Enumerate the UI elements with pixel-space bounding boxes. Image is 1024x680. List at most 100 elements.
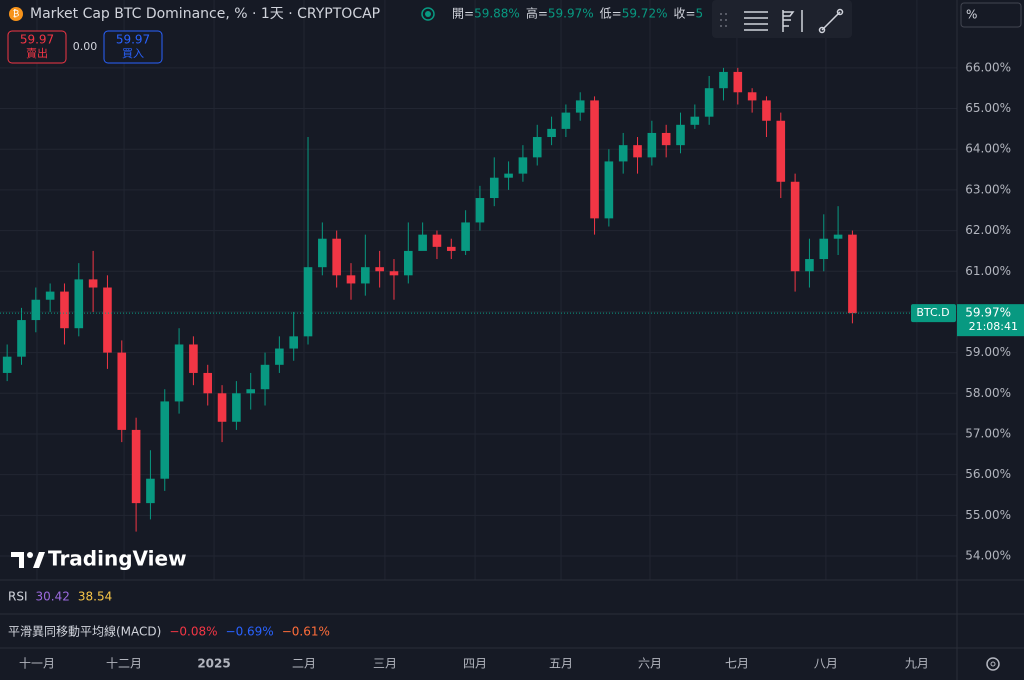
- grid: [0, 0, 957, 580]
- candle-body: [475, 198, 485, 223]
- sell-price: 59.97: [20, 33, 54, 47]
- indicators: RSI 30.42 38.54 平滑異同移動平均線(MACD) −0.08% −0.69%…: [8, 590, 330, 639]
- ohlc-label: 高=: [526, 6, 548, 21]
- unit-label: %: [966, 8, 977, 22]
- y-tick-label: 58.00%: [965, 386, 1011, 400]
- market-status-dot: [425, 11, 431, 17]
- candle-body: [60, 291, 69, 329]
- y-tick-label: 65.00%: [965, 101, 1011, 115]
- x-tick-label: 二月: [292, 657, 316, 671]
- price-tag: [957, 304, 1024, 337]
- candle-body: [489, 177, 499, 199]
- spread: 0.00: [73, 40, 98, 53]
- tool-fib[interactable]: [782, 10, 803, 32]
- watermark: TradingView: [48, 547, 187, 571]
- candle-body: [661, 132, 671, 146]
- candle-body: [446, 246, 456, 251]
- tool-lines[interactable]: [744, 11, 768, 31]
- drag-handle[interactable]: [720, 13, 727, 27]
- candle-body: [833, 234, 843, 239]
- x-tick-label: 2025: [197, 657, 230, 671]
- symbol-tag-text: BTC.D: [916, 306, 949, 319]
- unit-box[interactable]: [960, 2, 1022, 28]
- candle-body: [74, 279, 84, 329]
- candle-body: [346, 275, 356, 284]
- candle-body: [361, 267, 370, 284]
- candle-body: [146, 478, 155, 504]
- candle-body: [805, 259, 814, 272]
- candle-body: [790, 181, 800, 272]
- x-tick-label: 三月: [373, 657, 397, 671]
- candle-body: [590, 100, 599, 219]
- settings-button[interactable]: [986, 657, 1000, 671]
- x-tick-label: 四月: [463, 657, 487, 671]
- candle-body: [418, 234, 427, 251]
- toolbar-icons: [720, 8, 844, 34]
- settings-gear-center: [990, 661, 996, 667]
- tool-trendline[interactable]: [821, 11, 841, 31]
- y-tick-label: 63.00%: [965, 182, 1011, 196]
- buy-price: 59.97: [116, 33, 150, 47]
- candle-body: [532, 137, 542, 158]
- indicator-value: −0.61%: [282, 625, 330, 639]
- sell-button[interactable]: [7, 30, 67, 64]
- x-tick-label: 七月: [725, 657, 749, 671]
- market-status[interactable]: [421, 7, 435, 21]
- candle-body: [633, 145, 642, 158]
- candle-body: [289, 336, 298, 349]
- candle-body: [189, 344, 198, 373]
- indicator-value: 38.54: [78, 590, 112, 604]
- ohlc-value: 5: [696, 7, 704, 21]
- candle-body: [303, 267, 313, 337]
- candle-body: [375, 267, 384, 272]
- candle-body: [561, 112, 571, 129]
- symbol-title: Market Cap BTC Dominance, % · 1天 · CRYPT…: [30, 6, 380, 22]
- candle-body: [389, 271, 399, 276]
- candle-body: [174, 344, 184, 402]
- buy-label: 買入: [122, 47, 144, 60]
- coin-icon: [9, 7, 23, 21]
- x-tick-label: 九月: [905, 657, 929, 671]
- candle-body: [404, 250, 413, 276]
- candle-body: [45, 291, 55, 300]
- ohlc-label: 收=: [673, 7, 695, 21]
- candle-body: [17, 320, 26, 357]
- symbol-tag: [911, 304, 956, 323]
- y-tick-label: 56.00%: [965, 467, 1011, 481]
- y-tick-label: 64.00%: [965, 142, 1011, 156]
- y-tick-label: 57.00%: [965, 426, 1011, 440]
- buy-button[interactable]: [103, 30, 163, 64]
- x-tick-label: 十一月: [19, 657, 55, 671]
- candle-body: [131, 429, 141, 504]
- candle-body: [203, 372, 213, 394]
- candle-body: [848, 234, 857, 314]
- ohlc-legend: 開= 59.88% 高= 59.97% 低= 59.72% 收= 5: [452, 6, 703, 21]
- tool-point: [836, 8, 844, 16]
- y-tick-label: 62.00%: [965, 223, 1011, 237]
- indicator-name: 平滑異同移動平均線(MACD): [8, 624, 161, 639]
- candle-body: [618, 145, 628, 162]
- price-tag-countdown: 21:08:41: [969, 320, 1018, 333]
- y-tick-label: 54.00%: [965, 549, 1011, 563]
- x-tick-label: 五月: [549, 657, 573, 671]
- candle-body: [318, 238, 327, 268]
- candle-body: [704, 88, 714, 117]
- candle-body: [547, 128, 556, 138]
- candle-body: [604, 161, 614, 219]
- price-tag-value: 59.97%: [965, 306, 1011, 320]
- y-tick-label: 66.00%: [965, 60, 1011, 74]
- indicator-value: 30.42: [36, 590, 70, 604]
- x-tick-label: 八月: [814, 657, 838, 671]
- candle-body: [762, 100, 771, 121]
- y-tick-label: 55.00%: [965, 508, 1011, 522]
- candle-body: [432, 234, 442, 247]
- candle-body: [31, 299, 41, 321]
- x-tick-label: 六月: [638, 657, 662, 671]
- candle-body: [747, 92, 757, 101]
- indicator-value: −0.08%: [169, 625, 217, 639]
- tool-point: [818, 26, 826, 34]
- indicator-value: −0.69%: [226, 625, 274, 639]
- axes: 54.00%55.00%56.00%57.00%58.00%59.00%60.0…: [19, 60, 1024, 671]
